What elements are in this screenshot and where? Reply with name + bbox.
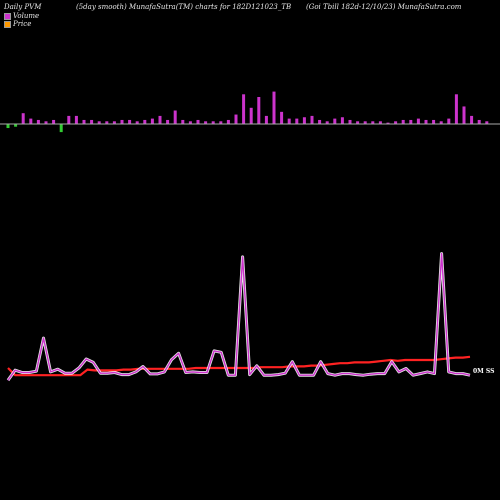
volume-bar: [44, 121, 48, 124]
volume-bar: [470, 115, 474, 124]
volume-bar: [181, 119, 185, 124]
volume-bar: [120, 119, 124, 124]
volume-bar: [272, 91, 276, 124]
volume-bar: [485, 121, 489, 124]
volume-bar: [249, 107, 253, 124]
volume-bar: [29, 118, 33, 124]
volume-bar: [409, 119, 413, 124]
last-value-label: 0M SS: [473, 368, 495, 375]
volume-bar: [378, 121, 382, 124]
volume-bar: [74, 115, 78, 124]
volume-bar: [196, 119, 200, 124]
legend-price-swatch: [4, 20, 11, 28]
volume-bar: [150, 118, 154, 124]
volume-bar: [424, 119, 428, 124]
volume-bar: [416, 118, 420, 124]
chart-label-right: (Goi Tbill 182d-12/10/23) MunafaSutra.co…: [306, 3, 462, 11]
chart-label-left: Daily PVM: [4, 3, 42, 11]
volume-bar: [447, 118, 451, 124]
volume-bar: [386, 122, 390, 124]
volume-bar: [188, 121, 192, 124]
volume-bar: [280, 111, 284, 124]
volume-bar: [128, 119, 132, 124]
volume-bar: [462, 106, 466, 124]
volume-bar: [21, 113, 25, 124]
volume-bar: [90, 119, 94, 124]
volume-bars: [6, 91, 489, 133]
volume-bar: [219, 121, 223, 124]
volume-bar: [325, 121, 329, 124]
volume-bar: [59, 124, 63, 133]
volume-bar: [143, 119, 147, 124]
volume-bar: [356, 121, 360, 124]
volume-bar: [401, 119, 405, 124]
volume-bar: [264, 115, 268, 124]
legend-volume-swatch: [4, 12, 11, 20]
volume-bar: [6, 124, 10, 129]
volume-bar: [242, 94, 246, 124]
volume-bar: [173, 110, 177, 124]
volume-bar: [340, 117, 344, 124]
volume-bar: [295, 118, 299, 124]
volume-bar: [394, 121, 398, 124]
legend-volume-label: Volume: [13, 12, 40, 20]
volume-bar: [371, 121, 375, 124]
volume-bar: [14, 124, 18, 127]
volume-bar: [97, 121, 101, 124]
volume-bar: [432, 119, 436, 124]
volume-bar: [82, 119, 86, 124]
volume-bar: [166, 119, 170, 124]
volume-bar: [310, 115, 314, 124]
legend-volume: Volume: [4, 12, 39, 20]
volume-bar: [348, 119, 352, 124]
volume-bar: [454, 94, 458, 124]
volume-bar: [204, 121, 208, 124]
volume-bar: [234, 114, 238, 124]
volume-bar: [135, 121, 139, 124]
volume-bar: [302, 117, 306, 124]
volume-bar: [36, 119, 40, 124]
legend-price: Price: [4, 20, 31, 28]
volume-bar: [226, 119, 230, 124]
chart-label-middle: (5day smooth) MunafaSutra(TM) charts for…: [76, 3, 292, 11]
price-line: [7, 355, 471, 377]
volume-bar: [158, 115, 162, 124]
volume-bar: [318, 119, 322, 124]
volume-bar: [439, 121, 443, 124]
volume-bar: [287, 118, 291, 124]
volume-bar: [211, 121, 215, 124]
volume-bar: [67, 115, 71, 124]
volume-bar: [257, 97, 261, 124]
volume-bar: [105, 121, 109, 124]
volume-bar: [477, 119, 481, 124]
volume-bar: [333, 118, 337, 124]
volume-bar: [52, 119, 56, 124]
volume-bar: [112, 121, 116, 124]
legend-price-label: Price: [13, 20, 32, 28]
pvm-line: [7, 252, 471, 381]
volume-bar: [363, 121, 367, 124]
